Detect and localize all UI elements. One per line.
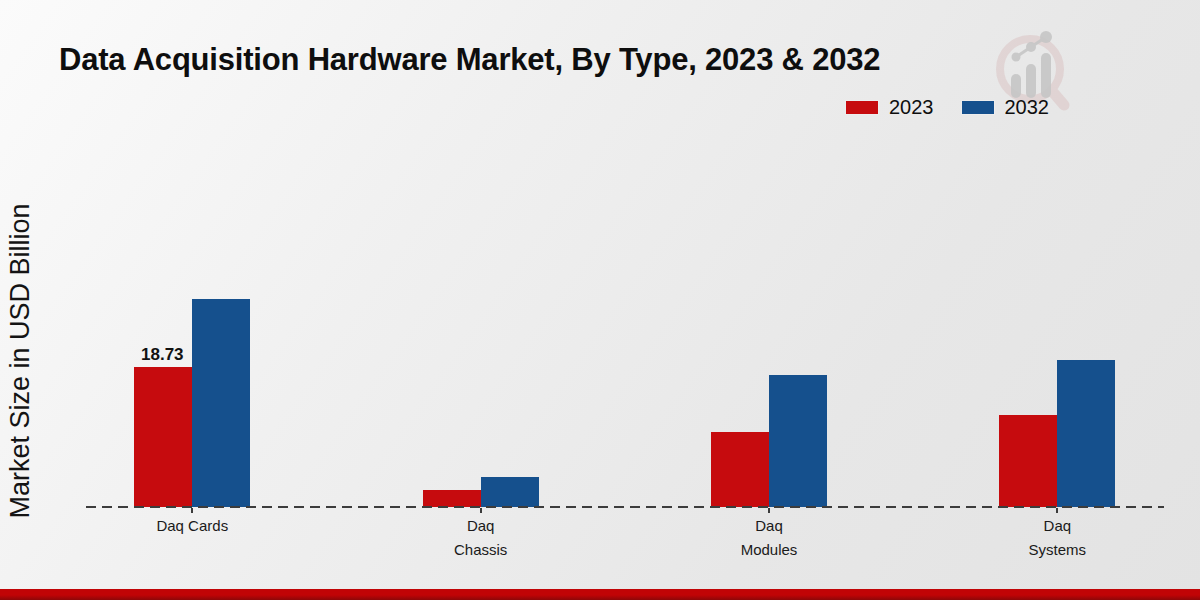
chart-page: Data Acquisition Hardware Market, By Typ… [0, 0, 1200, 600]
value-label-18.73: 18.73 [117, 345, 207, 365]
bar-2023-daq-chassis [423, 490, 481, 507]
category-label-daq-systems: DaqSystems [977, 514, 1137, 562]
category-label-daq-modules: DaqModules [689, 514, 849, 562]
x-tick-daq-modules [768, 508, 770, 513]
bar-2032-daq-cards [192, 299, 250, 507]
plot-area: Daq Cards DaqChassis DaqModules DaqSystems 1… [0, 0, 1200, 600]
bar-2023-daq-systems [999, 415, 1057, 507]
bar-2023-daq-cards [134, 367, 192, 507]
x-tick-daq-chassis [480, 508, 482, 513]
x-axis-baseline [86, 506, 1164, 508]
bar-2032-daq-systems [1057, 360, 1115, 507]
bar-2032-daq-modules [769, 375, 827, 507]
footer-accent-bar [0, 589, 1200, 600]
x-tick-daq-systems [1056, 508, 1058, 513]
category-label-daq-chassis: DaqChassis [401, 514, 561, 562]
x-tick-daq-cards [191, 508, 193, 513]
bar-2032-daq-chassis [481, 477, 539, 507]
category-label-daq-cards: Daq Cards [112, 514, 272, 538]
bar-2023-daq-modules [711, 432, 769, 507]
